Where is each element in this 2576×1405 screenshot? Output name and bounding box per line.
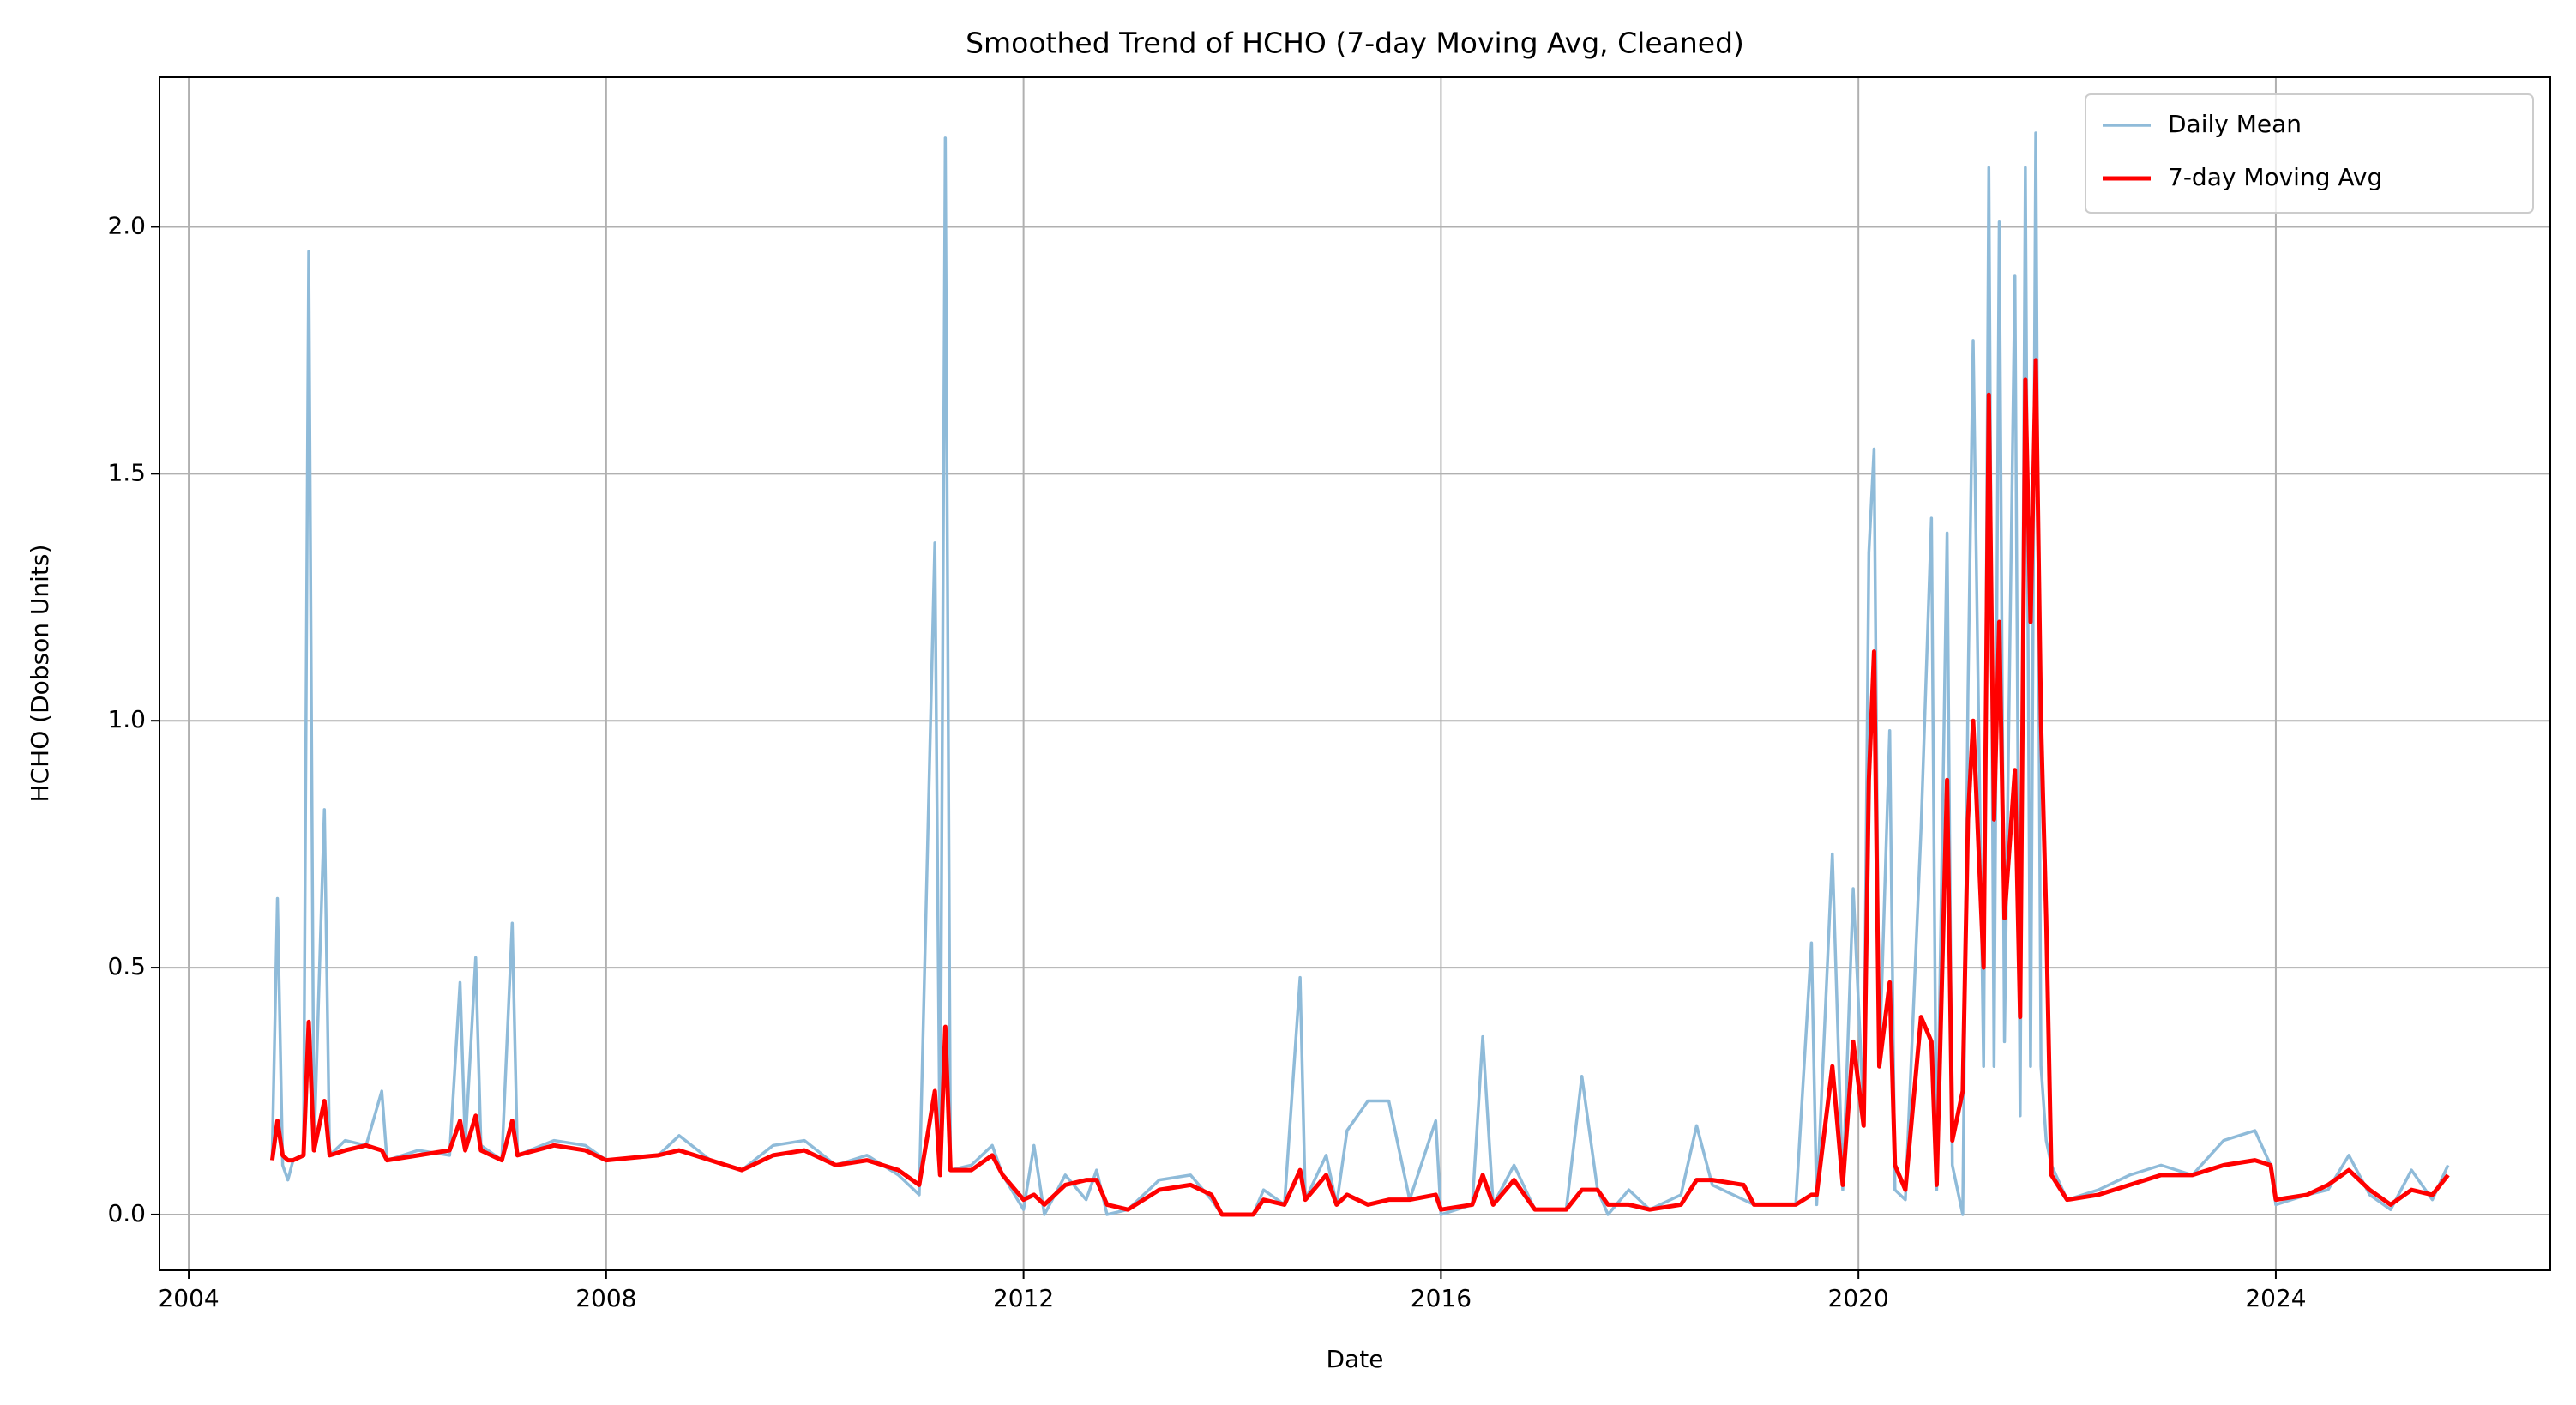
data-line [269,358,2450,1217]
legend: Daily Mean 7-day Moving Avg [2085,93,2534,214]
plot-frame [159,76,2551,1271]
x-tick-label: 2016 [1411,1284,1472,1312]
y-tick-label: 0.5 [107,952,146,980]
x-axis-label: Date [1327,1345,1384,1373]
y-axis-label: HCHO (Dobson Units) [26,545,54,803]
x-tick-label: 2024 [2245,1284,2306,1312]
y-tick-label: 2.0 [107,211,146,239]
x-tick-label: 2020 [1828,1284,1889,1312]
x-tick-label: 2008 [575,1284,636,1312]
legend-label: Daily Mean [2168,110,2302,138]
y-tick-label: 1.5 [107,458,146,486]
y-tick-label: 0.0 [107,1199,146,1227]
legend-box [2085,93,2534,214]
x-tick-label: 2012 [993,1284,1054,1312]
x-tick-label: 2004 [158,1284,219,1312]
y-tick-label: 1.0 [107,705,146,733]
chart-title: Smoothed Trend of HCHO (7-day Moving Avg… [966,27,1744,60]
legend-label: 7-day Moving Avg [2168,163,2382,191]
